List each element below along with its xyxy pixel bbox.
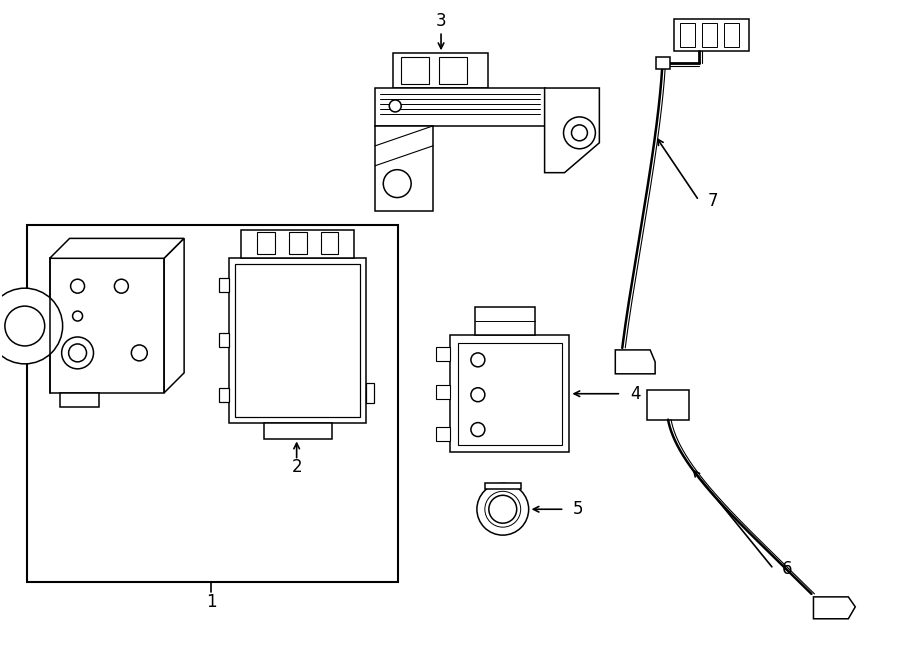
Polygon shape [702,23,717,47]
Polygon shape [219,278,229,292]
Circle shape [68,344,86,362]
Polygon shape [401,57,429,84]
Circle shape [114,279,129,293]
Polygon shape [59,393,100,407]
Polygon shape [458,343,562,444]
Circle shape [471,353,485,367]
Circle shape [61,337,94,369]
Text: 6: 6 [782,560,793,578]
Circle shape [383,170,411,198]
Text: 2: 2 [292,459,302,477]
Polygon shape [475,307,535,335]
Polygon shape [680,23,695,47]
Circle shape [563,117,596,149]
Polygon shape [647,390,689,420]
Polygon shape [544,88,599,173]
Polygon shape [50,258,164,393]
Polygon shape [485,483,521,489]
Polygon shape [450,335,570,453]
Circle shape [0,288,63,364]
Polygon shape [436,385,450,399]
Polygon shape [375,88,544,126]
Polygon shape [375,126,433,210]
Polygon shape [289,233,307,254]
Circle shape [4,306,45,346]
Polygon shape [320,233,338,254]
Text: 5: 5 [573,500,584,518]
Text: 3: 3 [436,13,446,30]
Polygon shape [219,388,229,402]
Circle shape [572,125,588,141]
Polygon shape [656,57,670,69]
Polygon shape [724,23,739,47]
Polygon shape [814,597,855,619]
Text: 7: 7 [707,192,718,210]
Polygon shape [436,347,450,361]
Circle shape [390,100,401,112]
Polygon shape [50,239,184,258]
Circle shape [477,483,528,535]
Text: 1: 1 [206,593,216,611]
Polygon shape [439,57,467,84]
Polygon shape [616,350,655,374]
Polygon shape [219,333,229,347]
Polygon shape [264,422,331,438]
Circle shape [471,388,485,402]
Circle shape [131,345,148,361]
Polygon shape [27,225,398,582]
Polygon shape [164,239,184,393]
Polygon shape [674,19,749,51]
Circle shape [70,279,85,293]
Circle shape [489,495,517,524]
Polygon shape [256,233,274,254]
Polygon shape [235,264,360,416]
Circle shape [73,311,83,321]
Circle shape [471,422,485,436]
Text: 4: 4 [630,385,641,403]
Polygon shape [393,53,488,88]
Polygon shape [229,258,366,422]
Polygon shape [436,426,450,440]
Polygon shape [366,383,374,403]
Polygon shape [241,231,355,258]
